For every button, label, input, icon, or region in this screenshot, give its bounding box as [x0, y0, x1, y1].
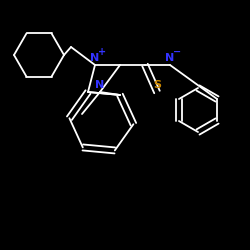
Text: +: + [98, 47, 106, 57]
Text: N: N [90, 53, 100, 63]
Text: −: − [173, 47, 181, 57]
Text: N: N [166, 53, 174, 63]
Text: S: S [153, 80, 161, 90]
Text: N: N [96, 80, 104, 90]
